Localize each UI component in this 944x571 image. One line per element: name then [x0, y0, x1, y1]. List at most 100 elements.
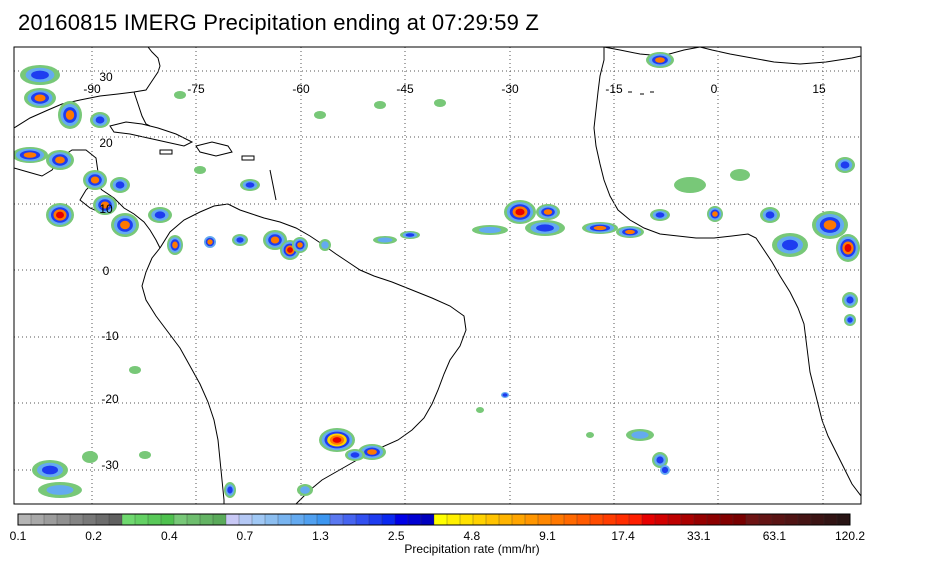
precip-cell — [82, 451, 98, 463]
precipitation-field — [14, 52, 860, 498]
colorbar-swatch — [641, 513, 656, 526]
precip-cell — [314, 111, 326, 119]
map-background — [14, 47, 861, 504]
colorbar-swatch — [173, 513, 188, 526]
colorbar-swatch — [823, 513, 838, 526]
colorbar-swatch — [784, 513, 799, 526]
colorbar-swatch — [277, 513, 292, 526]
colorbar-tick-label: 63.1 — [763, 529, 787, 543]
precip-cell — [56, 211, 64, 219]
colorbar-swatch — [303, 513, 318, 526]
colorbar-swatch — [420, 513, 435, 526]
colorbar-swatch — [17, 513, 32, 526]
colorbar-swatch — [498, 513, 513, 526]
colorbar-swatch — [459, 513, 474, 526]
colorbar-swatch — [615, 513, 630, 526]
colorbar-swatch — [264, 513, 279, 526]
colorbar-tick-label: 4.8 — [463, 529, 480, 543]
lat-label: 0 — [103, 264, 110, 278]
precip-cell — [120, 220, 130, 230]
precip-cell — [42, 465, 58, 475]
colorbar-swatch — [394, 513, 409, 526]
colorbar-swatch — [225, 513, 240, 526]
lat-label: 10 — [99, 202, 113, 216]
precip-cell — [840, 161, 850, 169]
colorbar-swatch — [758, 513, 773, 526]
precip-cell — [55, 156, 65, 164]
precip-cell — [350, 452, 360, 458]
precip-cell — [377, 237, 393, 243]
precip-cell — [172, 241, 178, 249]
precip-cell — [34, 94, 46, 102]
colorbar-swatch — [342, 513, 357, 526]
lat-label: -10 — [101, 329, 119, 343]
precip-cell — [515, 208, 525, 216]
colorbar-swatch — [680, 513, 695, 526]
colorbar-frame — [17, 513, 851, 526]
colorbar-swatch — [732, 513, 747, 526]
precip-cell — [31, 70, 49, 80]
colorbar-swatch — [446, 513, 461, 526]
lon-label: 15 — [812, 82, 826, 96]
lon-label: 0 — [711, 82, 718, 96]
precip-cell — [287, 247, 293, 253]
colorbar-swatch — [186, 513, 201, 526]
lon-label: -90 — [83, 82, 101, 96]
lon-label: -75 — [187, 82, 205, 96]
precip-cell — [297, 242, 303, 248]
lat-label: 20 — [99, 136, 113, 150]
colorbar-tick-label: 1.3 — [312, 529, 329, 543]
map-title: 20160815 IMERG Precipitation ending at 0… — [18, 10, 540, 35]
colorbar-swatch — [147, 513, 162, 526]
map-frame — [13, 46, 862, 505]
precip-cell — [730, 169, 750, 181]
precip-cell — [765, 211, 775, 219]
precip-cell — [476, 407, 484, 413]
colorbar-swatch — [160, 513, 175, 526]
colorbar-swatch — [485, 513, 500, 526]
precip-cell — [95, 116, 105, 124]
precip-cell — [207, 239, 213, 245]
colorbar-swatch — [43, 513, 58, 526]
colorbar-swatch — [329, 513, 344, 526]
colorbar-swatch — [30, 513, 45, 526]
colorbar-swatch — [836, 513, 851, 526]
precip-cell — [844, 244, 852, 252]
precip-cell — [846, 296, 854, 304]
longitude-labels: -90 -75 -60 -45 -30 -15 0 15 — [83, 82, 826, 96]
precip-cell — [655, 57, 665, 63]
colorbar-swatch — [550, 513, 565, 526]
colorbar-swatch — [706, 513, 721, 526]
precip-cell — [661, 466, 669, 474]
precip-cell — [656, 456, 664, 464]
colorbar-swatch — [381, 513, 396, 526]
colorbar-tick-label: 9.1 — [539, 529, 556, 543]
colorbar-swatch — [108, 513, 123, 526]
precip-cell — [782, 239, 798, 251]
lon-label: -45 — [396, 82, 414, 96]
lat-label: 30 — [99, 70, 113, 84]
colorbar-swatch — [576, 513, 591, 526]
colorbar-swatch — [82, 513, 97, 526]
precip-cell — [543, 209, 553, 215]
colorbar-tick-label: 0.7 — [237, 529, 254, 543]
colorbar-swatch — [797, 513, 812, 526]
precip-cell — [367, 449, 377, 455]
colorbar-swatch — [524, 513, 539, 526]
colorbar-swatch — [654, 513, 669, 526]
colorbar-swatch — [355, 513, 370, 526]
precip-cell — [536, 224, 554, 232]
colorbar-swatch — [121, 513, 136, 526]
precip-cell — [847, 317, 853, 323]
colorbar-swatch — [69, 513, 84, 526]
colorbar-swatch — [368, 513, 383, 526]
precip-cell — [90, 176, 100, 184]
precip-cell — [23, 152, 37, 158]
colorbar-swatch — [810, 513, 825, 526]
colorbar-swatch — [537, 513, 552, 526]
colorbar-tick-label: 33.1 — [687, 529, 711, 543]
colorbar-swatches — [17, 513, 851, 526]
colorbar-caption: Precipitation rate (mm/hr) — [404, 542, 540, 556]
lon-label: -60 — [292, 82, 310, 96]
